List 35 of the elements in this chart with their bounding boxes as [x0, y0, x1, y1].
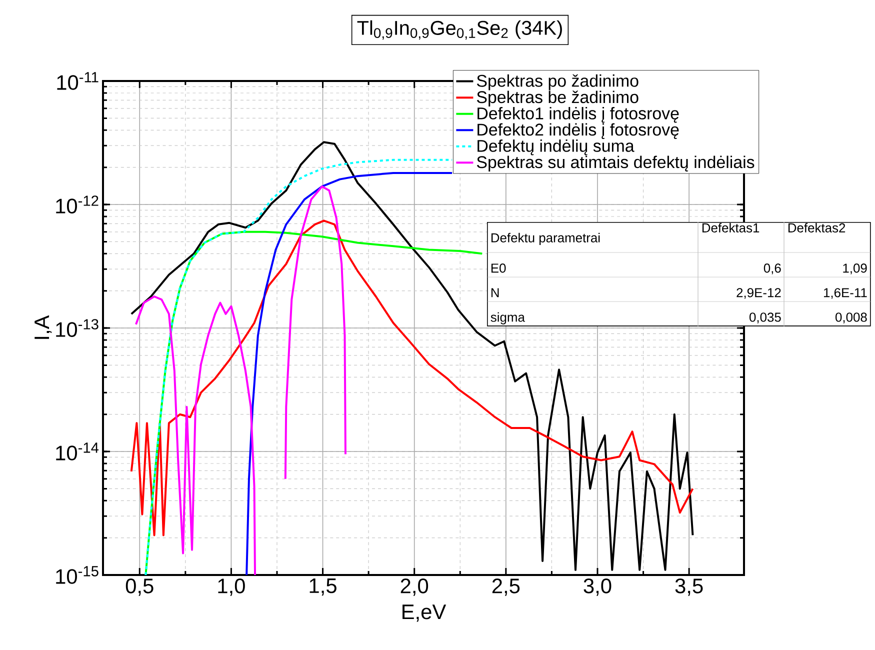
text: Defektas2	[788, 222, 846, 232]
y-tick-label: 10$^{-12}$	[56, 196, 98, 214]
annotation: 2,9E-12	[736, 288, 781, 299]
text: 0,6	[764, 264, 781, 274]
annotation: N	[491, 288, 499, 298]
line-series	[130, 141, 694, 571]
legend-label: Spektras be žadinimo	[476, 90, 638, 106]
chart-title: Tl$_{0,9}$In$_{0,9}$Ge$_{0,1}$Se$_{2}$ (34K)	[357, 20, 562, 40]
x-tick-label: 3,5	[675, 578, 703, 596]
x-tick-label: 3,0	[584, 578, 612, 596]
text: 1,6E-11	[824, 288, 867, 299]
annotation: Defektu parametrai	[491, 232, 600, 245]
line-series	[130, 220, 694, 536]
y-tick-label: 10$^{-15}$	[56, 566, 98, 584]
annotation: Defektas1	[702, 222, 760, 232]
x-tick-label: 1,5	[310, 578, 336, 596]
text: 0,035	[749, 312, 781, 324]
legend-label: Defekto1 indėlis į fotosrovę	[478, 106, 679, 123]
y-axis-title: I,A	[34, 315, 52, 339]
y-tick-label: 10$^{-14}$	[56, 442, 99, 460]
annotation: sigma	[490, 312, 525, 324]
x-axis-title: E,eV	[402, 604, 446, 622]
y-tick-label: 10$^{-13}$	[56, 319, 98, 337]
x-tick-label: 2,0	[400, 578, 428, 596]
annotation: E0	[491, 264, 506, 273]
x-tick-label: 1,0	[218, 578, 245, 596]
text: 1,09	[843, 264, 867, 274]
x-tick-label: 2,5	[492, 578, 520, 596]
y-tick-label: 10$^{-11}$	[57, 72, 98, 90]
x-tick-label: 0,5	[126, 578, 154, 596]
text: 0,008	[835, 312, 867, 324]
legend-label: Spektras po žadinimo	[476, 74, 638, 90]
legend-label: Spektras su atimtais defektų indėliais	[476, 156, 754, 172]
legend-label: Defektų indėlių suma	[478, 139, 634, 156]
legend-label: Defekto2 indėlis į fotosrovę	[478, 123, 679, 140]
